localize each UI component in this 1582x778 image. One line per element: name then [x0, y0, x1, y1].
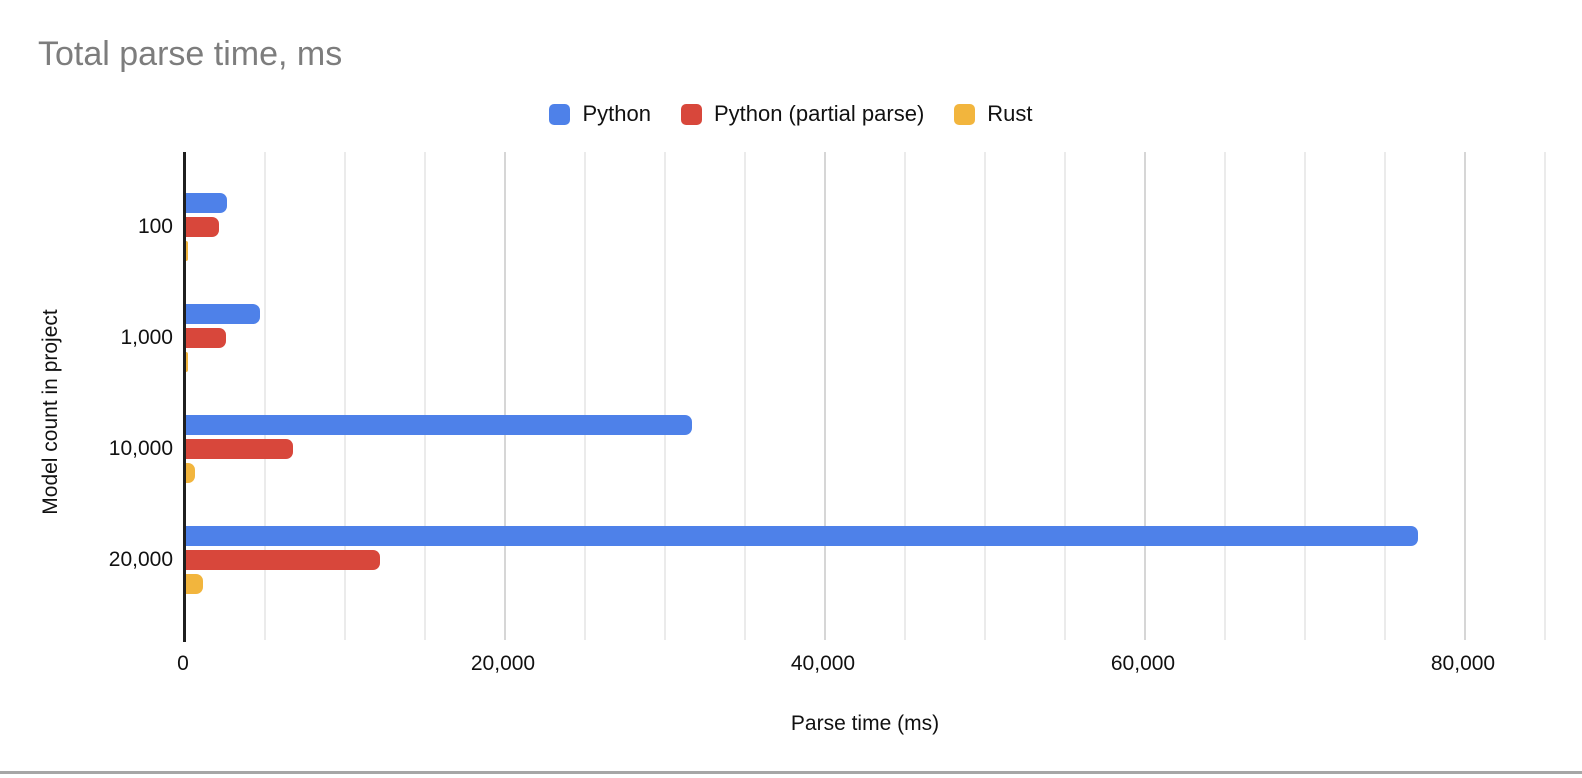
gridline-minor — [1384, 152, 1386, 640]
bar-python-partial-parse-1000 — [186, 328, 226, 348]
y-tick-label-10000: 10,000 — [108, 437, 173, 460]
x-tick-label-80000: 80,000 — [1430, 652, 1496, 675]
gridline-minor — [984, 152, 986, 640]
gridline-minor — [264, 152, 266, 640]
legend-swatch-python-partial — [680, 103, 702, 125]
gridline-minor — [1064, 152, 1066, 640]
gridline-major — [1144, 152, 1146, 640]
y-tick-label-20000: 20,000 — [108, 548, 173, 571]
bar-python-20000 — [186, 526, 1418, 546]
legend: Python Python (partial parse) Rust — [0, 101, 1582, 127]
x-tick-label-60000: 60,000 — [1110, 652, 1176, 675]
bar-rust-1000 — [186, 352, 188, 372]
legend-item-python-partial: Python (partial parse) — [680, 101, 925, 127]
gridline-minor — [584, 152, 586, 640]
legend-label-rust: Rust — [987, 101, 1033, 126]
y-axis-line — [183, 152, 186, 642]
bar-python-partial-parse-20000 — [186, 550, 380, 570]
legend-item-python: Python — [549, 101, 651, 127]
legend-label-python: Python — [582, 101, 651, 126]
gridline-minor — [1544, 152, 1546, 640]
y-axis-title: Model count in project — [39, 309, 62, 515]
gridline-minor — [744, 152, 746, 640]
gridline-minor — [424, 152, 426, 640]
x-tick-label-20000: 20,000 — [470, 652, 536, 675]
bar-python-10000 — [186, 415, 692, 435]
gridline-minor — [1304, 152, 1306, 640]
x-tick-label-40000: 40,000 — [790, 652, 856, 675]
bar-rust-10000 — [186, 463, 195, 483]
x-axis-title: Parse time (ms) — [790, 712, 940, 735]
gridline-major — [824, 152, 826, 640]
bar-python-partial-parse-100 — [186, 217, 219, 237]
gridline-minor — [344, 152, 346, 640]
bar-python-partial-parse-10000 — [186, 439, 293, 459]
window-bottom-border — [0, 771, 1582, 774]
y-tick-label-1000: 1,000 — [120, 326, 173, 349]
legend-swatch-python — [549, 103, 571, 125]
gridline-minor — [904, 152, 906, 640]
legend-swatch-rust — [954, 103, 976, 125]
gridline-minor — [664, 152, 666, 640]
x-tick-label-0: 0 — [177, 652, 189, 675]
gridline-major — [504, 152, 506, 640]
bar-rust-20000 — [186, 574, 203, 594]
bar-python-100 — [186, 193, 227, 213]
chart-title: Total parse time, ms — [38, 35, 343, 73]
legend-label-python-partial: Python (partial parse) — [713, 101, 925, 126]
bar-python-1000 — [186, 304, 260, 324]
gridline-major — [1464, 152, 1466, 640]
gridline-minor — [1224, 152, 1226, 640]
y-tick-label-100: 100 — [137, 215, 173, 238]
bar-rust-100 — [186, 241, 188, 261]
legend-item-rust: Rust — [954, 101, 1033, 127]
